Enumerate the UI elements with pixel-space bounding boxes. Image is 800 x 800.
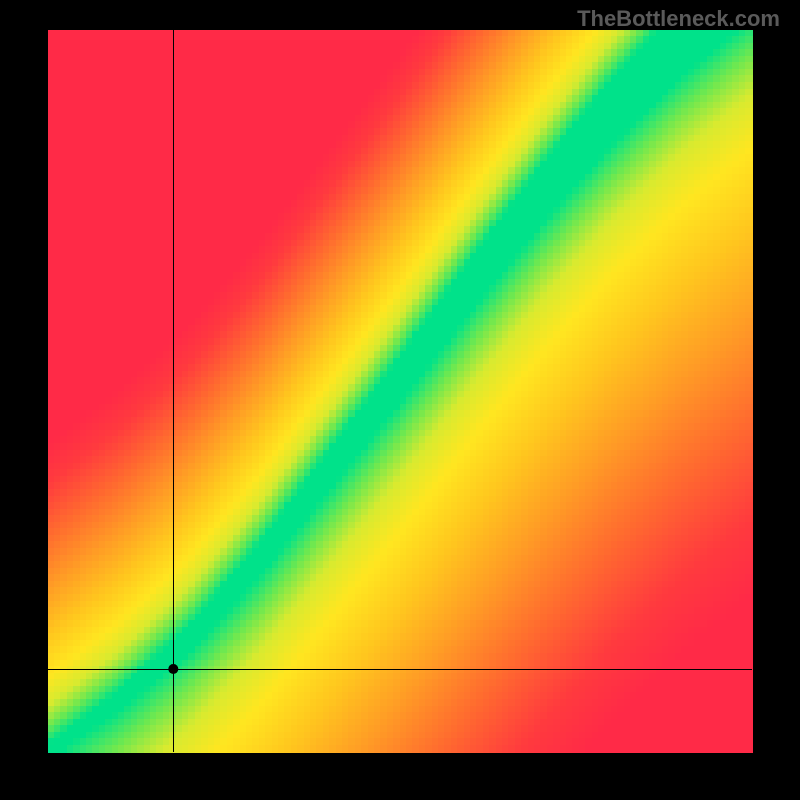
bottleneck-heatmap-canvas <box>0 0 800 800</box>
watermark-label: TheBottleneck.com <box>577 6 780 32</box>
bottleneck-heatmap-container: { "watermark": { "text": "TheBottleneck.… <box>0 0 800 800</box>
